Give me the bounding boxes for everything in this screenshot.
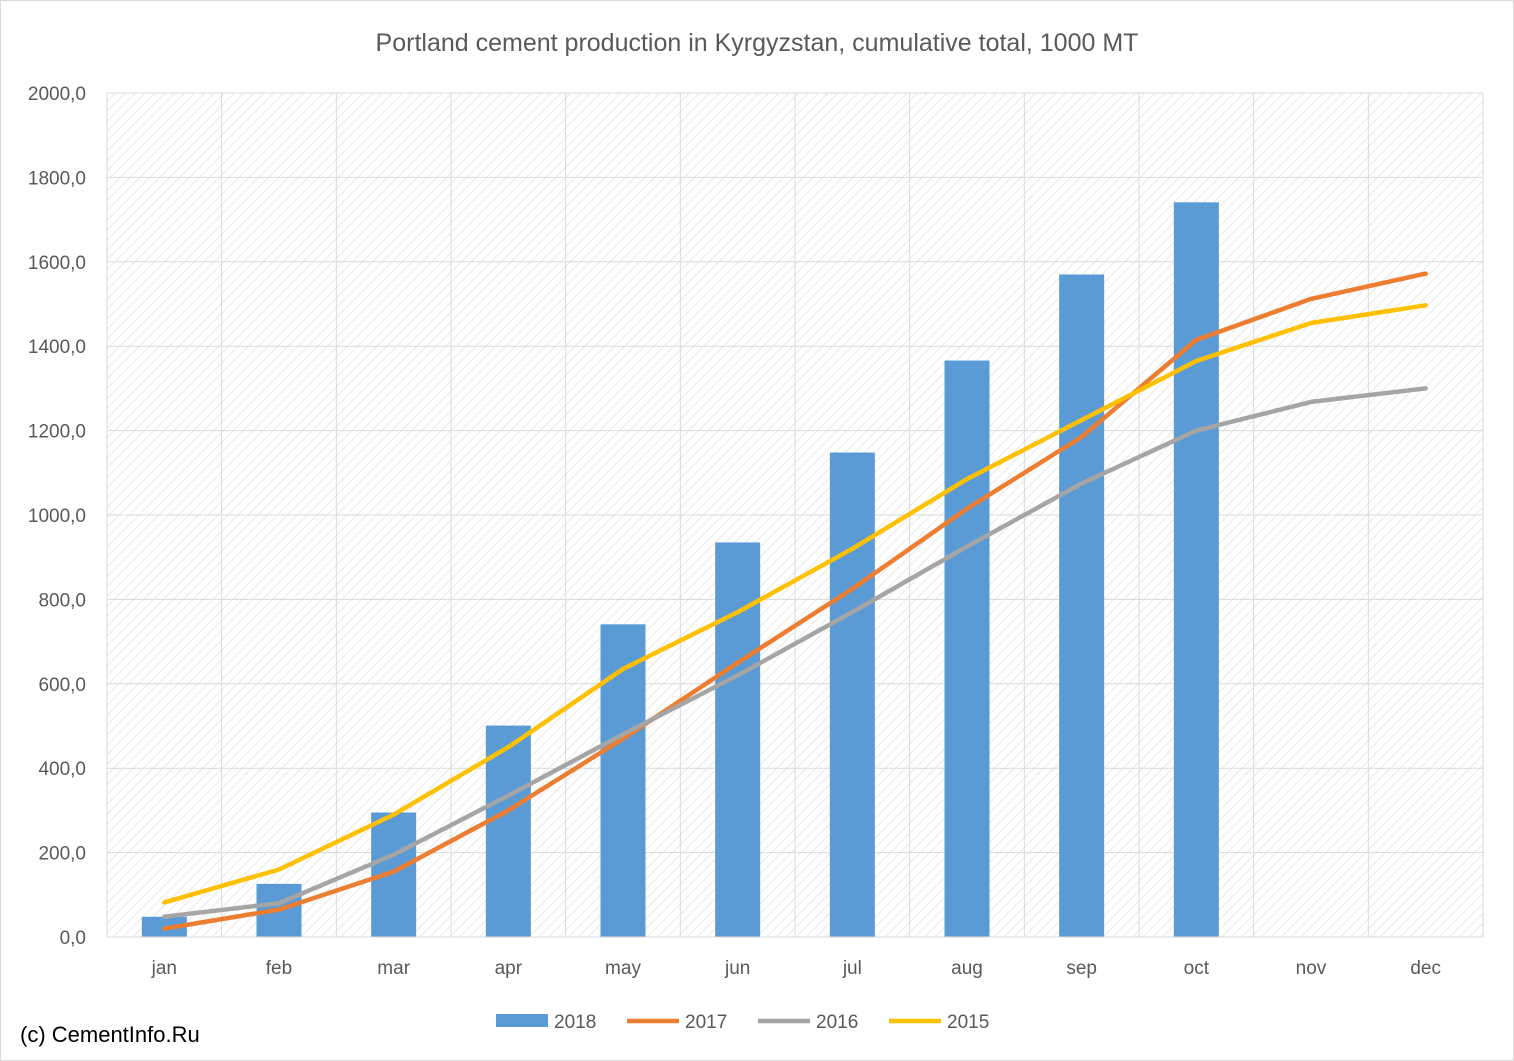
y-tick-label: 1200,0: [28, 422, 86, 443]
x-tick-label: aug: [951, 958, 983, 979]
legend-label-2015: 2015: [947, 1012, 989, 1033]
x-tick-label: jan: [151, 958, 177, 979]
x-tick-label: oct: [1184, 958, 1210, 979]
x-tick-label: feb: [266, 958, 292, 979]
y-tick-label: 600,0: [38, 675, 86, 696]
bar-2018-apr: [485, 725, 531, 937]
legend-label-2018: 2018: [554, 1012, 596, 1033]
y-tick-label: 800,0: [38, 590, 86, 611]
chart-title: Portland cement production in Kyrgyzstan…: [376, 29, 1139, 57]
y-tick-label: 2000,0: [28, 84, 86, 105]
bar-2018-sep: [1059, 274, 1105, 938]
bar-2018-may: [600, 624, 646, 937]
x-tick-label: jun: [724, 958, 750, 979]
legend: 2018 2017 2016 2015: [496, 1012, 989, 1033]
credit-text: (c) CementInfo.Ru: [20, 1022, 200, 1047]
bar-series: [141, 202, 1219, 938]
legend-swatch-2018: [496, 1014, 548, 1027]
y-tick-label: 1600,0: [28, 253, 86, 274]
line-2017: [162, 271, 1428, 931]
y-axis-ticks: 0,0 200,0 400,0 600,0 800,0 1000,0 1200,0 1400,…: [28, 84, 86, 949]
y-tick-label: 1400,0: [28, 337, 86, 358]
y-tick-label: 200,0: [38, 844, 86, 865]
x-tick-label: apr: [495, 958, 523, 979]
bar-2018-jul: [829, 452, 875, 937]
x-tick-label: mar: [377, 958, 410, 979]
x-tick-label: dec: [1410, 958, 1441, 979]
x-tick-label: sep: [1066, 958, 1097, 979]
y-tick-label: 400,0: [38, 759, 86, 780]
line-series: [162, 271, 1428, 931]
legend-label-2016: 2016: [816, 1012, 858, 1033]
x-axis-ticks: jan feb mar apr may jun jul aug sep oct nov dec: [151, 958, 1441, 979]
bar-2018-jun: [715, 542, 761, 937]
y-tick-label: 0,0: [60, 928, 86, 949]
x-tick-label: may: [605, 958, 641, 979]
bar-2018-oct: [1173, 202, 1219, 938]
x-tick-label: nov: [1296, 958, 1327, 979]
line-2015: [162, 303, 1428, 905]
legend-label-2017: 2017: [685, 1012, 727, 1033]
line-2016: [162, 386, 1428, 919]
y-tick-label: 1000,0: [28, 506, 86, 527]
x-tick-label: jul: [842, 958, 862, 979]
y-tick-label: 1800,0: [28, 168, 86, 189]
bar-2018-aug: [944, 360, 990, 938]
